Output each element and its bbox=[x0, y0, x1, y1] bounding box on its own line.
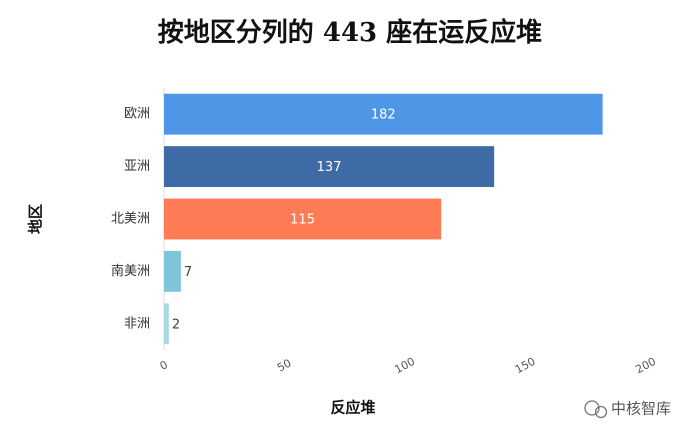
bar bbox=[164, 198, 442, 240]
bar bbox=[164, 146, 495, 188]
y-tick-label: 亚洲 bbox=[124, 159, 150, 174]
y-axis-label: 地区 bbox=[27, 204, 45, 234]
x-tick-label: 50 bbox=[275, 357, 293, 375]
value-label: 182 bbox=[371, 108, 396, 123]
x-tick-label: 100 bbox=[392, 355, 417, 376]
y-tick-label: 非洲 bbox=[124, 316, 150, 331]
x-axis-label: 反应堆 bbox=[330, 399, 375, 417]
x-tick-label: 150 bbox=[513, 355, 538, 376]
chart-title: 按地区分列的 443 座在运反应堆 bbox=[158, 17, 542, 48]
bar bbox=[164, 303, 169, 345]
watermark: 中核智库 bbox=[611, 400, 671, 418]
bar bbox=[164, 250, 181, 292]
y-tick-label: 南美洲 bbox=[111, 263, 150, 279]
value-label: 137 bbox=[317, 160, 342, 175]
bar bbox=[164, 93, 603, 135]
y-tick-label: 欧洲 bbox=[124, 107, 150, 122]
value-label: 115 bbox=[290, 213, 315, 228]
x-tick-label: 200 bbox=[633, 355, 658, 376]
watermark-icon bbox=[584, 400, 608, 419]
y-tick-label: 北美洲 bbox=[111, 212, 150, 227]
x-tick-label: 0 bbox=[158, 358, 170, 373]
value-label: 7 bbox=[184, 265, 192, 280]
value-label: 2 bbox=[172, 317, 180, 332]
